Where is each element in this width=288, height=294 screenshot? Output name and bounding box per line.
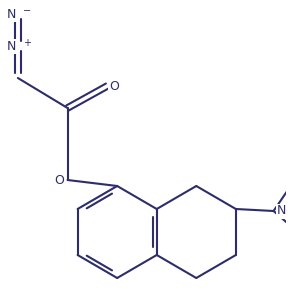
Text: −: − [23,6,31,16]
Text: N: N [276,205,286,218]
Text: N: N [7,39,16,53]
Text: N: N [7,8,16,21]
Text: O: O [109,79,119,93]
Text: +: + [23,38,31,48]
Text: O: O [55,173,65,186]
